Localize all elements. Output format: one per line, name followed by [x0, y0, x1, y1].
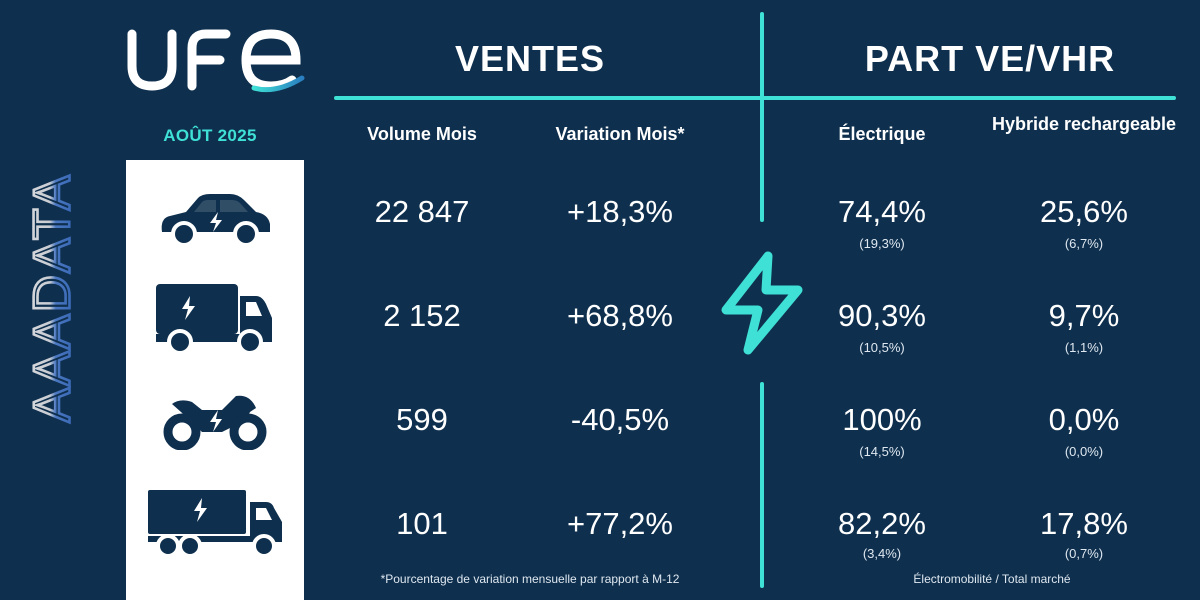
electric-market-share: (10,5%) [859, 340, 905, 355]
share-section-title: PART VE/VHR [864, 38, 1116, 79]
van-icon [156, 284, 272, 355]
hybrid-share-value: 25,6% [1040, 194, 1128, 229]
share-footnote: Électromobilité / Total marché [913, 572, 1071, 586]
electric-share-value: 82,2% [838, 506, 926, 541]
variation-value: +77,2% [566, 506, 673, 541]
car-icon [161, 194, 270, 246]
motorcycle-icon [163, 395, 267, 450]
electric-market-share: (14,5%) [859, 444, 905, 459]
variation-footnote: *Pourcentage de variation mensuelle par … [380, 572, 680, 586]
sales-section-title: VENTES [454, 38, 606, 79]
aaadata-logo: AAADATA [28, 172, 83, 424]
hybrid-column-header: Hybride rechargeable [991, 114, 1177, 134]
variation-value: -40,5% [570, 402, 670, 437]
vehicle-icon-panel [126, 160, 304, 600]
volume-value: 599 [396, 402, 448, 437]
electric-market-share: (3,4%) [862, 546, 902, 561]
horizontal-divider [334, 96, 1176, 100]
variation-value: +68,8% [566, 298, 673, 333]
hybrid-share-value: 9,7% [1048, 298, 1120, 333]
hybrid-market-share: (1,1%) [1064, 340, 1104, 355]
electric-market-share: (19,3%) [859, 236, 905, 251]
electric-share-value: 74,4% [838, 194, 926, 229]
hybrid-market-share: (0,0%) [1064, 444, 1104, 459]
volume-value: 22 847 [374, 194, 470, 229]
variation-value: +18,3% [566, 194, 673, 229]
hybrid-share-value: 17,8% [1040, 506, 1128, 541]
volume-value: 2 152 [383, 298, 461, 333]
volume-column-header: Volume Mois [367, 124, 477, 144]
svg-text:AAADATA: AAADATA [28, 173, 82, 422]
hybrid-market-share: (6,7%) [1064, 236, 1104, 251]
vertical-divider-bottom [760, 382, 764, 588]
hybrid-market-share: (0,7%) [1064, 546, 1104, 561]
electric-share-value: 100% [842, 402, 922, 437]
lightning-bolt-icon [721, 251, 803, 355]
ufe-logo [127, 29, 305, 93]
electric-column-header: Électrique [838, 124, 926, 144]
period-label: AOÛT 2025 [163, 126, 257, 145]
hybrid-share-value: 0,0% [1048, 402, 1120, 437]
electric-share-value: 90,3% [838, 298, 926, 333]
volume-value: 101 [396, 506, 448, 541]
vertical-divider-top [760, 12, 764, 222]
truck-icon [148, 490, 282, 558]
variation-column-header: Variation Mois* [555, 124, 685, 144]
